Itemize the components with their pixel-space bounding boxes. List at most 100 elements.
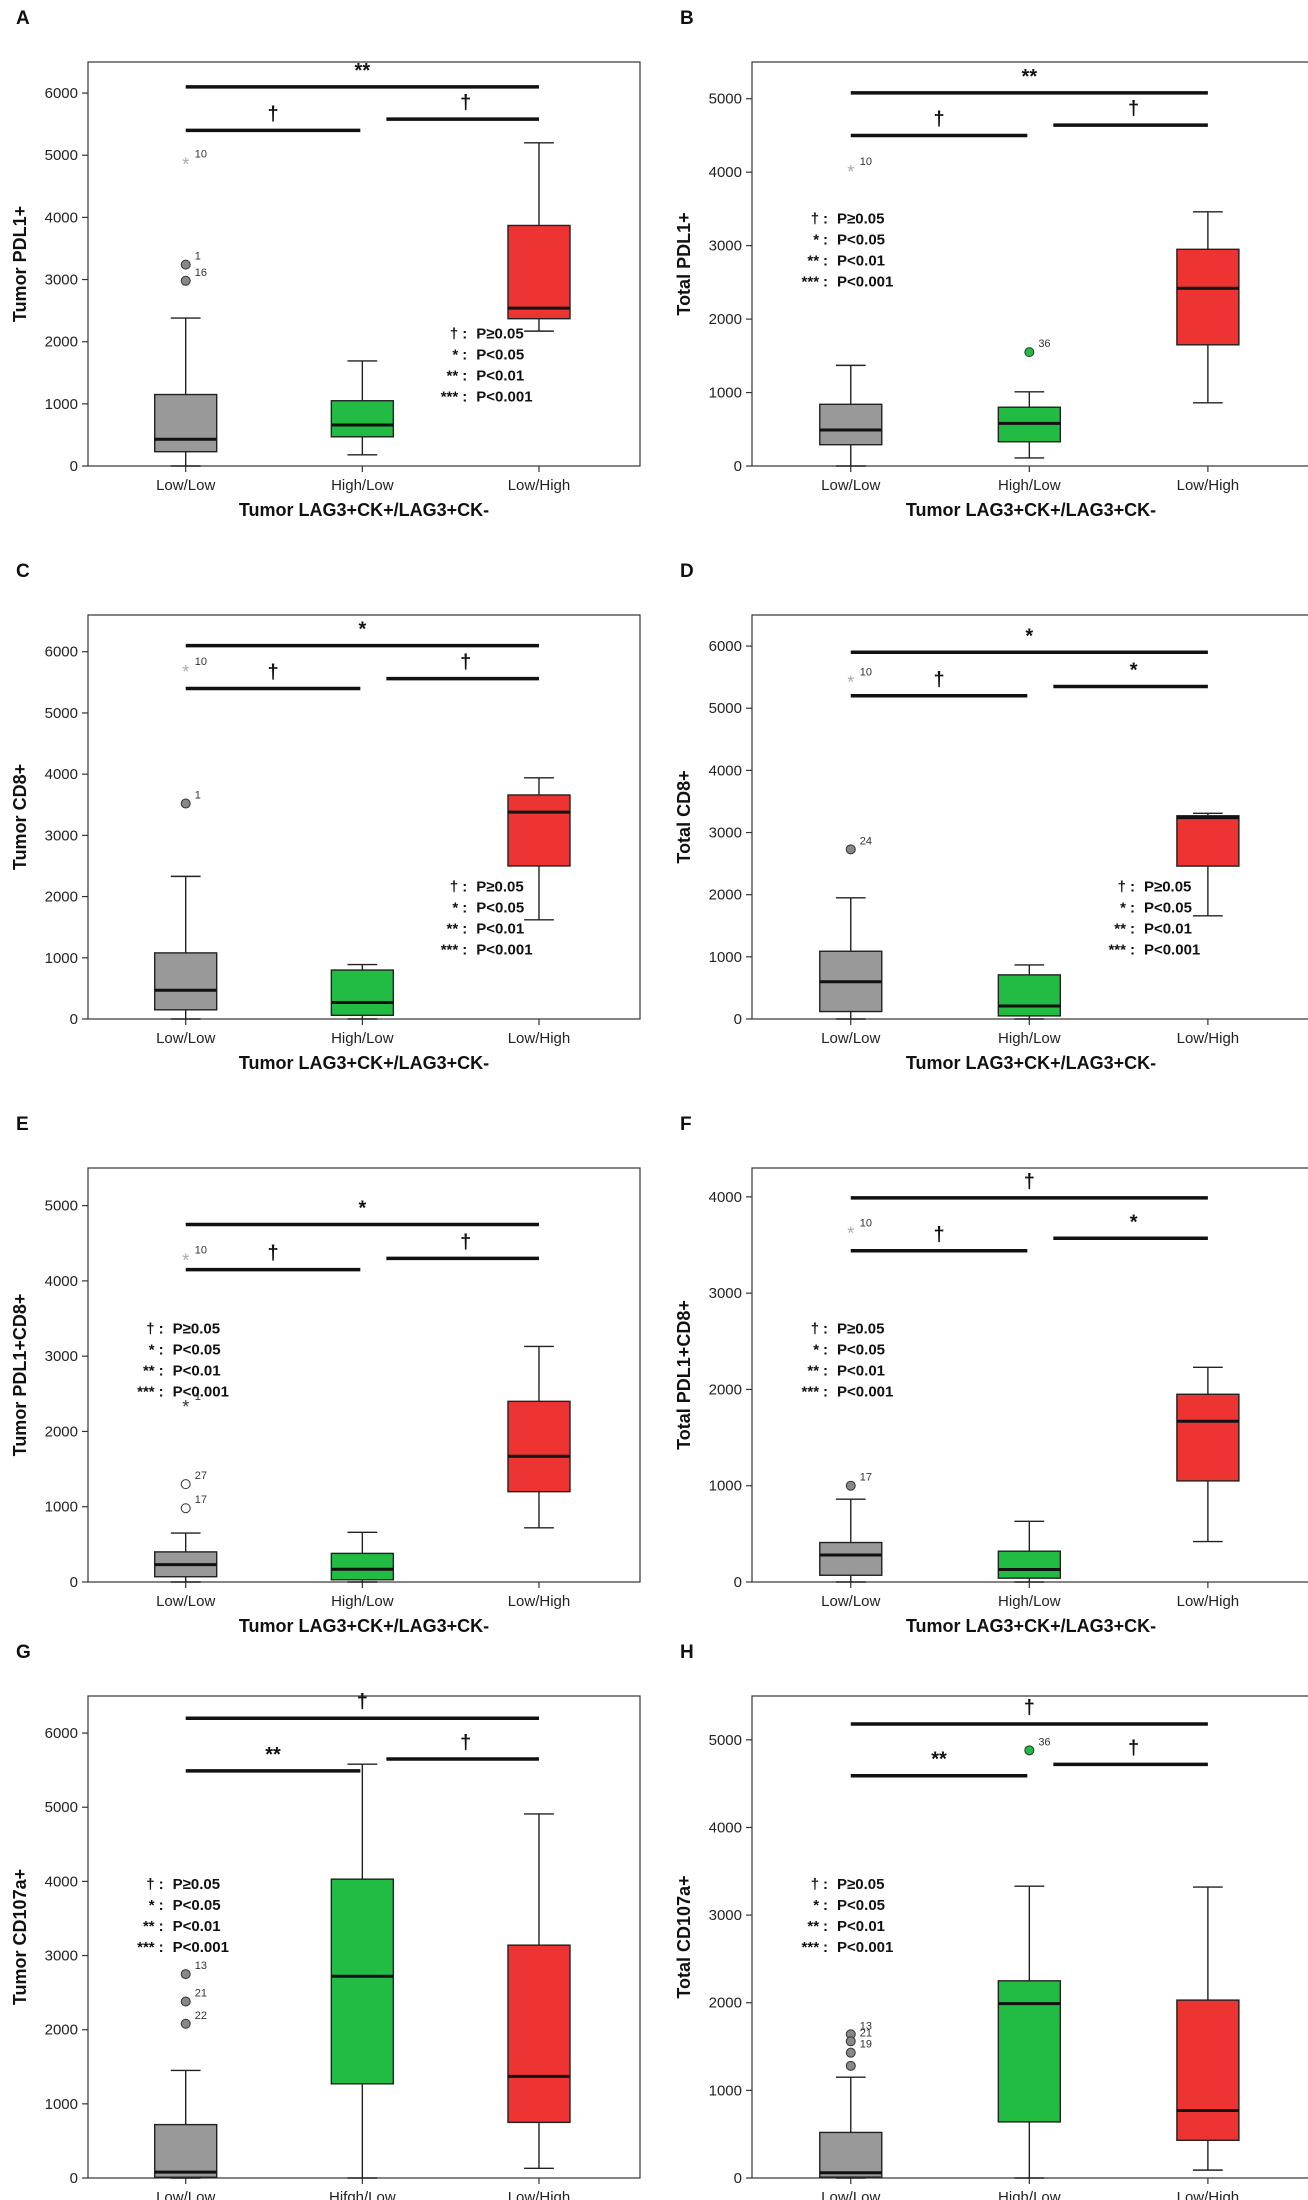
y-tick-label: 1000 <box>709 949 742 966</box>
x-tick-label: Low/High <box>1177 1030 1240 1047</box>
significance-label: † <box>267 661 278 683</box>
outlier-label: 10 <box>860 666 872 678</box>
outlier-circle <box>180 259 191 270</box>
legend-symbol: * <box>813 1342 819 1359</box>
legend-colon: : <box>159 1897 164 1914</box>
box-iqr <box>1176 815 1240 867</box>
legend-colon: : <box>462 389 467 406</box>
legend-symbol: * <box>1120 900 1126 917</box>
panel-a: A 0 1000 2000 3000 4000 5000 6000 Tumor PDL1+ Low… <box>10 8 641 520</box>
x-axis-label: Tumor LAG3+CK+/LAG3+CK- <box>906 1053 1156 1073</box>
outlier-star-icon: * <box>182 155 189 175</box>
outlier-label: 1 <box>195 1391 201 1403</box>
box-lowlow <box>154 1532 218 1583</box>
outlier-star-icon: * <box>847 672 854 692</box>
box-iqr <box>1176 1999 1240 2142</box>
y-tick-label: 1000 <box>45 2096 78 2113</box>
outlier-label: 10 <box>195 149 207 161</box>
legend-colon: : <box>159 1384 164 1401</box>
legend-symbol: * <box>813 232 819 249</box>
significance-label: † <box>933 669 944 691</box>
significance-label: * <box>358 1197 366 1219</box>
legend-text: P≥0.05 <box>1144 879 1191 896</box>
outlier-label: 16 <box>195 267 207 279</box>
legend-colon: : <box>823 1342 828 1359</box>
y-tick-label: 1000 <box>709 385 742 402</box>
legend-colon: : <box>823 1939 828 1956</box>
legend-text: P<0.05 <box>837 232 885 249</box>
legend-text: P≥0.05 <box>837 1321 884 1338</box>
legend-symbol: ** <box>143 1363 155 1380</box>
legend-text: P<0.001 <box>837 274 893 291</box>
significance-legend: †: P≥0.05 *: P<0.05 **: P<0.01 ***: P<0.001 <box>137 1876 229 1956</box>
y-axis-label: Total CD107a+ <box>674 1875 694 1998</box>
legend-symbol: * <box>452 900 458 917</box>
legend-text: P<0.05 <box>476 900 524 917</box>
box-lowlow <box>154 2069 218 2179</box>
box-lowlow <box>819 897 883 1020</box>
y-tick-label: 2000 <box>45 889 78 906</box>
y-axis-label: Total PDL1+CD8+ <box>674 1300 694 1450</box>
outlier-star-icon: * <box>182 1250 189 1270</box>
legend-text: P≥0.05 <box>837 211 884 228</box>
box-lowlow <box>819 364 883 467</box>
outlier-label: 24 <box>860 835 872 847</box>
legend-text: P≥0.05 <box>173 1321 220 1338</box>
outlier-circle <box>1024 347 1035 358</box>
y-tick-label: 4000 <box>45 209 78 226</box>
box-lowhigh <box>1176 1886 1240 2171</box>
x-tick-label: High/Low <box>998 1593 1061 1610</box>
x-tick-label: Low/Low <box>821 477 880 494</box>
outlier-circle <box>180 1479 191 1490</box>
significance-label: † <box>267 1243 278 1265</box>
outlier-star-icon: * <box>847 1224 854 1244</box>
significance-label: ** <box>355 60 371 82</box>
box-iqr <box>997 1980 1062 2123</box>
box-iqr <box>154 2123 218 2178</box>
y-tick-label: 3000 <box>709 1907 742 1924</box>
legend-text: P<0.001 <box>173 1384 229 1401</box>
panel-e: E 0 1000 2000 3000 4000 5000 Tumor PDL1+CD8+ Low… <box>10 1114 641 1636</box>
legend-symbol: † <box>811 211 819 228</box>
legend-colon: : <box>823 1918 828 1935</box>
plot-frame <box>87 61 641 467</box>
legend-symbol: *** <box>441 389 459 406</box>
panel-b: B 0 1000 2000 3000 4000 5000 Total PDL1+ Low/Low… <box>674 8 1308 520</box>
outlier-label: 1 <box>195 251 201 263</box>
outlier-label: 13 <box>195 1960 207 1972</box>
y-tick-label: 2000 <box>45 334 78 351</box>
legend-text: P<0.05 <box>1144 900 1192 917</box>
significance-label: † <box>933 108 944 130</box>
legend-colon: : <box>159 1876 164 1893</box>
legend-symbol: ** <box>1114 921 1126 938</box>
significance-label: † <box>357 1691 368 1713</box>
outlier-star-icon: * <box>847 162 854 182</box>
legend-symbol: ** <box>807 1363 819 1380</box>
x-tick-label: High/Low <box>331 477 394 494</box>
legend-text: P<0.01 <box>476 368 524 385</box>
legend-symbol: † <box>811 1876 819 1893</box>
outlier-label: 21 <box>860 2027 872 2039</box>
box-highlow <box>330 360 395 456</box>
y-tick-label: 2000 <box>709 887 742 904</box>
y-tick-label: 1000 <box>45 950 78 967</box>
outlier-label: 1 <box>195 790 201 802</box>
legend-colon: : <box>462 326 467 343</box>
x-tick-label: Low/Low <box>156 1030 215 1047</box>
y-tick-label: 0 <box>734 458 742 475</box>
x-tick-label: Low/High <box>508 1593 571 1610</box>
box-lowhigh <box>507 1813 571 2170</box>
box-lowlow <box>154 875 218 1020</box>
x-tick-label: Low/High <box>508 1030 571 1047</box>
legend-colon: : <box>823 1363 828 1380</box>
legend-symbol: † <box>811 1321 819 1338</box>
outlier-circle <box>1024 1745 1035 1756</box>
box-highlow <box>997 391 1062 459</box>
box-lowhigh <box>1176 211 1240 404</box>
legend-colon: : <box>159 1363 164 1380</box>
legend-symbol: * <box>813 1897 819 1914</box>
legend-colon: : <box>462 347 467 364</box>
outlier-label: 17 <box>860 1472 872 1484</box>
legend-text: P≥0.05 <box>476 326 523 343</box>
y-tick-label: 6000 <box>45 85 78 102</box>
